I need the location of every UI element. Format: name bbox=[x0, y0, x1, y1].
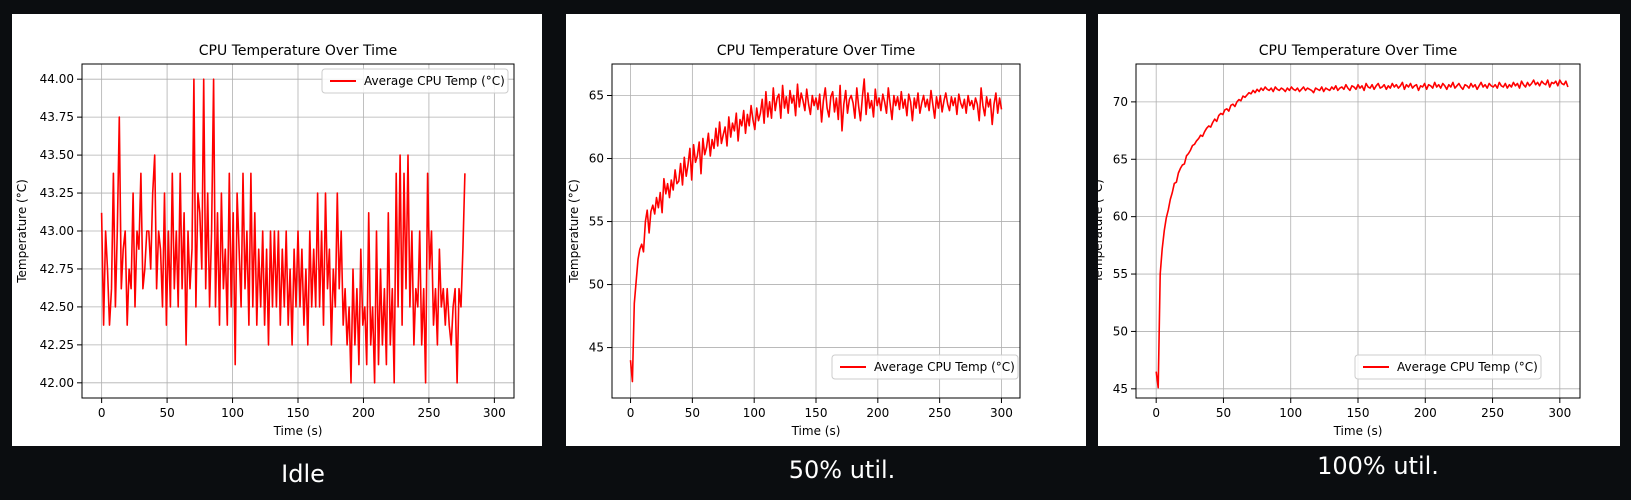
legend-label: Average CPU Temp (°C) bbox=[1397, 360, 1538, 374]
y-tick-label: 43.25 bbox=[40, 186, 74, 200]
legend-box bbox=[831, 354, 1019, 380]
chart-title: CPU Temperature Over Time bbox=[717, 43, 915, 59]
plot-frame bbox=[611, 63, 1021, 399]
legend-label: Average CPU Temp (°C) bbox=[874, 360, 1015, 374]
y-tick-label: 43.50 bbox=[40, 148, 74, 162]
caption-50-util: 50% util. bbox=[788, 456, 896, 484]
legend: Average CPU Temp (°C) bbox=[1354, 354, 1542, 380]
plot-frame bbox=[1135, 63, 1581, 399]
x-tick-label: 250 bbox=[417, 406, 440, 420]
y-tick-label: 42.75 bbox=[40, 262, 74, 276]
x-tick-label: 50 bbox=[159, 406, 174, 420]
chart-title: CPU Temperature Over Time bbox=[1259, 43, 1457, 59]
chart-panel-idle: CPU Temperature Over Time 0 50 100 150 200 250… bbox=[12, 14, 542, 446]
x-tick-label: 0 bbox=[627, 406, 635, 420]
chart-panel-50: CPU Temperature Over Time 0 50 100 150 200 250… bbox=[566, 14, 1086, 446]
y-tick-label: 45 bbox=[589, 341, 604, 355]
y-tick-label: 42.50 bbox=[40, 300, 74, 314]
x-tick-label: 50 bbox=[685, 406, 700, 420]
chart-svg-50: CPU Temperature Over Time 0 50 100 150 200 250… bbox=[567, 43, 1021, 438]
y-tick-label: 43.00 bbox=[40, 224, 74, 238]
series-line bbox=[100, 78, 466, 384]
x-tick-label: 100 bbox=[1279, 406, 1302, 420]
y-axis-label: Temperature (°C) bbox=[567, 179, 581, 284]
x-tick-label: 150 bbox=[1347, 406, 1370, 420]
y-tick-label: 60 bbox=[1113, 210, 1128, 224]
plot-frame bbox=[81, 63, 515, 399]
x-tick-label: 200 bbox=[866, 406, 889, 420]
legend: Average CPU Temp (°C) bbox=[321, 68, 509, 94]
chart-panel-100: CPU Temperature Over Time 0 50 100 150 200 250… bbox=[1098, 14, 1620, 446]
x-tick-label: 300 bbox=[990, 406, 1013, 420]
y-tick-label: 42.00 bbox=[40, 376, 74, 390]
y-tick-label: 55 bbox=[1113, 267, 1128, 281]
x-tick-label: 100 bbox=[743, 406, 766, 420]
legend: Average CPU Temp (°C) bbox=[831, 354, 1019, 380]
x-axis-label: Time (s) bbox=[791, 424, 841, 438]
chart-svg-100: CPU Temperature Over Time 0 50 100 150 200 250… bbox=[1098, 43, 1581, 438]
x-tick-label: 150 bbox=[805, 406, 828, 420]
x-tick-label: 100 bbox=[221, 406, 244, 420]
x-tick-label: 300 bbox=[483, 406, 506, 420]
legend-box bbox=[1354, 354, 1542, 380]
caption-idle: Idle bbox=[281, 460, 325, 488]
series-line bbox=[1155, 79, 1569, 389]
series-line bbox=[629, 78, 1003, 383]
x-tick-label: 200 bbox=[352, 406, 375, 420]
y-tick-label: 50 bbox=[1113, 324, 1128, 338]
y-tick-label: 50 bbox=[589, 278, 604, 292]
y-tick-label: 45 bbox=[1113, 382, 1128, 396]
x-tick-label: 200 bbox=[1414, 406, 1437, 420]
x-tick-label: 0 bbox=[98, 406, 106, 420]
x-tick-label: 300 bbox=[1548, 406, 1571, 420]
chart-title: CPU Temperature Over Time bbox=[199, 43, 397, 59]
y-tick-label: 42.25 bbox=[40, 338, 74, 352]
y-tick-label: 65 bbox=[589, 89, 604, 103]
x-axis-label: Time (s) bbox=[273, 424, 323, 438]
x-tick-label: 0 bbox=[1152, 406, 1160, 420]
x-tick-label: 250 bbox=[928, 406, 951, 420]
x-tick-label: 150 bbox=[287, 406, 310, 420]
y-axis-label: Temperature (°C) bbox=[15, 179, 29, 284]
y-tick-label: 44.00 bbox=[40, 72, 74, 86]
y-tick-label: 65 bbox=[1113, 152, 1128, 166]
chart-svg-idle: CPU Temperature Over Time 0 50 100 150 200 250… bbox=[15, 43, 515, 438]
y-axis-label: Temperature (°C) bbox=[1098, 179, 1105, 284]
x-tick-label: 50 bbox=[1216, 406, 1231, 420]
caption-100-util: 100% util. bbox=[1317, 452, 1439, 480]
y-tick-label: 60 bbox=[589, 152, 604, 166]
y-tick-label: 43.75 bbox=[40, 110, 74, 124]
legend-label: Average CPU Temp (°C) bbox=[364, 74, 505, 88]
x-axis-label: Time (s) bbox=[1333, 424, 1383, 438]
legend-box bbox=[321, 68, 509, 94]
x-tick-label: 250 bbox=[1481, 406, 1504, 420]
y-tick-label: 70 bbox=[1113, 95, 1128, 109]
y-tick-label: 55 bbox=[589, 215, 604, 229]
